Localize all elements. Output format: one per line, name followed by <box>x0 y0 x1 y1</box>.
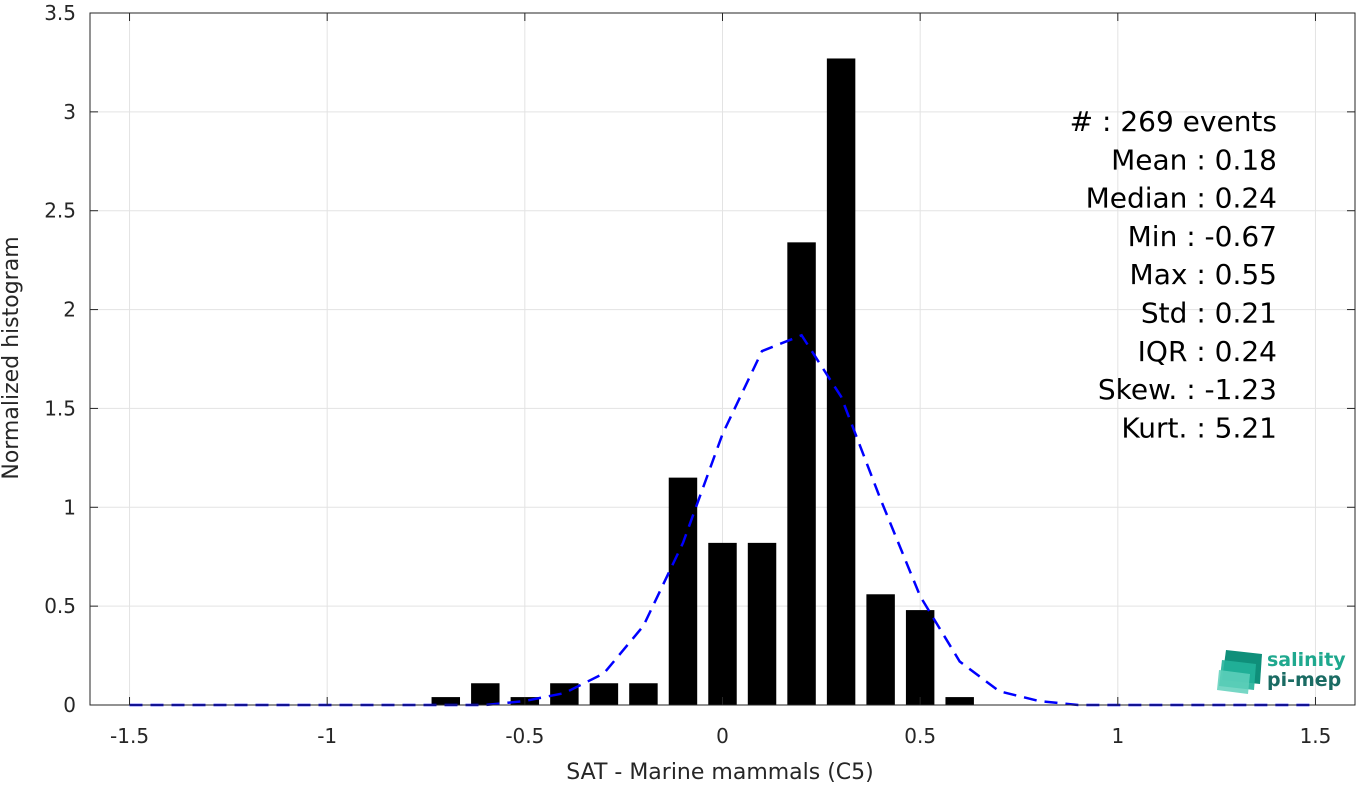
logo-line-1: salinity <box>1267 649 1346 671</box>
histogram-bar <box>431 697 461 705</box>
stats-line: Mean : 0.18 <box>1111 143 1277 176</box>
histogram-bar <box>945 697 974 705</box>
x-tick-label: 1.5 <box>1300 724 1332 748</box>
y-tick-label: 1.5 <box>44 396 76 420</box>
histogram-bar <box>668 477 698 705</box>
stats-box: # : 269 events Mean : 0.18 Median : 0.24 Mi… <box>1070 105 1277 444</box>
stats-line: Min : -0.67 <box>1128 220 1277 253</box>
stats-line: IQR : 0.24 <box>1138 335 1277 368</box>
y-tick-label: 2 <box>63 298 76 322</box>
x-tick-label: 1 <box>1111 724 1124 748</box>
histogram-bar <box>589 683 619 705</box>
stats-line: Median : 0.24 <box>1086 182 1277 215</box>
stats-line: Kurt. : 5.21 <box>1121 411 1277 444</box>
y-tick-label: 0 <box>63 693 76 717</box>
histogram-bar <box>708 542 737 705</box>
x-tick-label: 0 <box>716 724 729 748</box>
histogram-bars <box>431 58 974 705</box>
histogram-bar <box>905 610 935 705</box>
stats-line: Skew. : -1.23 <box>1098 373 1277 406</box>
y-axis-label: Normalized histogram <box>0 236 24 479</box>
salinity-pi-mep-logo: salinity pi-mep <box>1217 649 1346 694</box>
x-tick-label: -0.5 <box>505 724 544 748</box>
y-tick-label: 2.5 <box>44 199 76 223</box>
x-tick-label: 0.5 <box>904 724 936 748</box>
histogram-bar <box>787 242 816 705</box>
y-tick-label: 0.5 <box>44 594 76 618</box>
y-tick-label: 3 <box>63 100 76 124</box>
x-axis-label: SAT - Marine mammals (C5) <box>566 760 874 785</box>
histogram-bar <box>866 594 895 705</box>
stats-line: Max : 0.55 <box>1130 258 1277 291</box>
y-tick-label: 1 <box>63 495 76 519</box>
axes-box <box>89 12 1356 706</box>
y-tick-label: 3.5 <box>44 1 76 25</box>
histogram-bar <box>629 683 658 705</box>
histogram-bar <box>747 542 777 705</box>
x-tick-label: -1.5 <box>110 724 149 748</box>
stats-line: # : 269 events <box>1070 105 1277 138</box>
histogram-bar <box>471 683 500 705</box>
logo-mark-icon <box>1217 650 1262 694</box>
logo-line-2: pi-mep <box>1267 669 1341 691</box>
axes-frame <box>89 12 1356 706</box>
stats-line: Std : 0.21 <box>1141 297 1277 330</box>
histogram-bar <box>826 58 856 705</box>
tick-labels: -1.5 -1 -0.5 0 0.5 1 1.5 0 0.5 1 1.5 2 2.5 3 3.5 <box>44 1 1331 748</box>
x-tick-label: -1 <box>317 724 337 748</box>
